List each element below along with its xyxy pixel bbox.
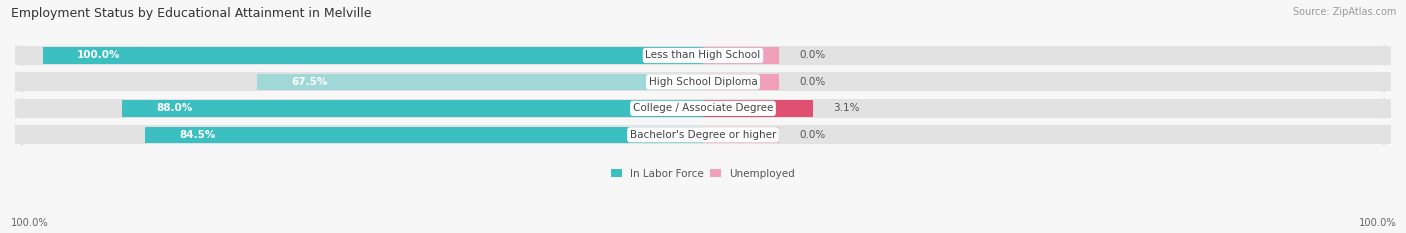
Bar (257, 74, 703, 90)
Text: Bachelor's Degree or higher: Bachelor's Degree or higher (630, 130, 776, 140)
Bar (145, 127, 703, 143)
Circle shape (1379, 125, 1389, 144)
Text: Source: ZipAtlas.com: Source: ZipAtlas.com (1292, 7, 1396, 17)
Text: High School Diploma: High School Diploma (648, 77, 758, 87)
Text: College / Associate Degree: College / Associate Degree (633, 103, 773, 113)
Circle shape (1379, 99, 1389, 118)
Text: 88.0%: 88.0% (156, 103, 193, 113)
Text: Less than High School: Less than High School (645, 51, 761, 61)
Bar (42, 47, 703, 64)
Bar (703, 47, 779, 64)
Legend: In Labor Force, Unemployed: In Labor Force, Unemployed (612, 169, 794, 179)
Text: 0.0%: 0.0% (800, 77, 825, 87)
Bar (703, 74, 779, 90)
Text: 100.0%: 100.0% (11, 218, 49, 228)
Circle shape (17, 72, 27, 91)
Text: 67.5%: 67.5% (291, 77, 328, 87)
Circle shape (1379, 72, 1389, 91)
Bar (703, 127, 779, 143)
Text: 0.0%: 0.0% (800, 51, 825, 61)
Text: 100.0%: 100.0% (77, 51, 121, 61)
Text: Employment Status by Educational Attainment in Melville: Employment Status by Educational Attainm… (11, 7, 371, 20)
Circle shape (1379, 46, 1389, 65)
Bar (15, 125, 1391, 144)
Bar (15, 46, 1391, 65)
Bar (122, 100, 703, 116)
Text: 84.5%: 84.5% (180, 130, 215, 140)
Text: 100.0%: 100.0% (1358, 218, 1396, 228)
Circle shape (17, 46, 27, 65)
Bar (15, 99, 1391, 118)
Text: 0.0%: 0.0% (800, 130, 825, 140)
Bar (15, 72, 1391, 91)
Circle shape (17, 99, 27, 118)
Circle shape (17, 125, 27, 144)
Bar (703, 100, 813, 116)
Text: 3.1%: 3.1% (834, 103, 860, 113)
